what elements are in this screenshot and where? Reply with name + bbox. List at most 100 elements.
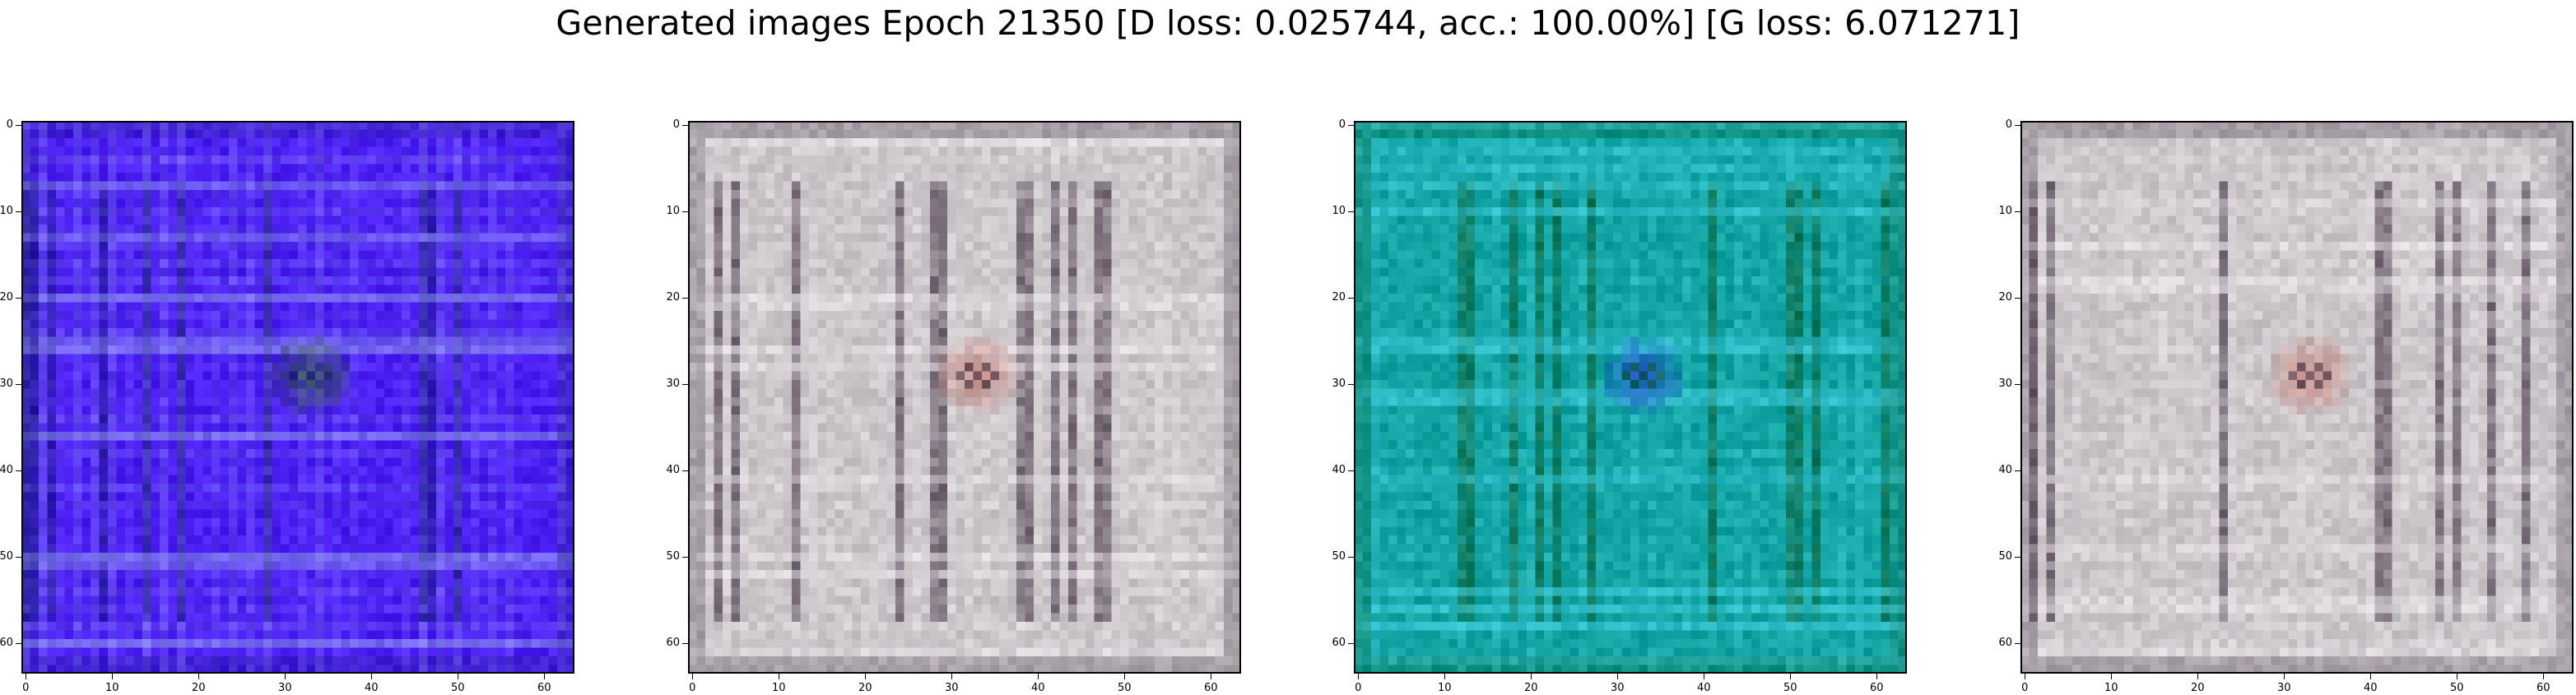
x-tick-mark: [2024, 674, 2025, 679]
x-tick-mark: [951, 674, 952, 679]
x-tick-label: 20: [1523, 682, 1538, 694]
y-tick-mark: [682, 211, 688, 212]
y-tick-mark: [1348, 470, 1354, 471]
y-tick-label: 40: [1332, 464, 1346, 477]
x-tick-mark: [2283, 674, 2285, 679]
x-tick-label: 10: [105, 682, 119, 694]
y-tick-label: 0: [6, 118, 13, 132]
x-tick-mark: [370, 674, 372, 679]
x-tick-label: 10: [771, 682, 786, 694]
y-tick-label: 0: [2005, 118, 2012, 132]
y-tick-label: 60: [1998, 637, 2012, 650]
x-tick-mark: [543, 674, 545, 679]
x-tick-label: 30: [277, 682, 292, 694]
x-tick-mark: [1444, 674, 1445, 679]
y-tick-label: 20: [666, 291, 680, 304]
y-tick-label: 30: [1332, 378, 1346, 391]
x-tick-mark: [1876, 674, 1877, 679]
y-tick-mark: [682, 297, 688, 299]
x-tick-label: 60: [537, 682, 551, 694]
y-tick-label: 10: [666, 205, 680, 218]
x-tick-mark: [25, 674, 26, 679]
y-tick-label: 60: [666, 637, 680, 650]
x-tick-mark: [691, 674, 693, 679]
x-tick-label: 50: [450, 682, 465, 694]
y-tick-mark: [16, 556, 21, 558]
y-tick-label: 20: [1998, 291, 2012, 304]
x-tick-label: 0: [22, 682, 30, 694]
x-tick-mark: [2456, 674, 2457, 679]
y-tick-label: 10: [1332, 205, 1346, 218]
y-tick-label: 40: [666, 464, 680, 477]
image-canvas: [2020, 121, 2574, 674]
generated-image-3: 0 10 20 30 40 50 60 0 10 20 30 40 50 60: [1332, 119, 1907, 694]
x-tick-label: 30: [2276, 682, 2291, 694]
y-tick-label: 0: [1338, 118, 1346, 132]
x-tick-label: 60: [1869, 682, 1884, 694]
y-tick-label: 50: [0, 550, 13, 563]
x-tick-mark: [778, 674, 779, 679]
x-tick-mark: [2369, 674, 2371, 679]
y-tick-mark: [2015, 211, 2020, 212]
x-tick-label: 0: [2021, 682, 2029, 694]
x-tick-mark: [1123, 674, 1125, 679]
x-tick-label: 20: [191, 682, 206, 694]
x-tick-label: 0: [689, 682, 696, 694]
generated-image-4: 0 10 20 30 40 50 60 0 10 20 30 40 50 60: [1998, 119, 2574, 694]
y-tick-label: 10: [1998, 205, 2012, 218]
x-tick-label: 30: [944, 682, 959, 694]
y-tick-label: 30: [666, 378, 680, 391]
y-tick-label: 50: [666, 550, 680, 563]
y-tick-mark: [682, 556, 688, 558]
x-tick-label: 50: [2449, 682, 2464, 694]
x-tick-mark: [198, 674, 199, 679]
generated-image-2: 0 10 20 30 40 50 60 0 10 20 30 40 50 60: [666, 119, 1241, 694]
y-tick-label: 0: [672, 118, 680, 132]
x-tick-mark: [1530, 674, 1532, 679]
y-tick-mark: [1348, 383, 1354, 385]
y-tick-mark: [2015, 124, 2020, 126]
y-tick-label: 50: [1998, 550, 2012, 563]
y-tick-mark: [1348, 124, 1354, 126]
x-tick-mark: [284, 674, 286, 679]
y-tick-mark: [1348, 297, 1354, 299]
x-tick-label: 0: [1355, 682, 1362, 694]
y-tick-label: 20: [1332, 291, 1346, 304]
y-tick-mark: [1348, 556, 1354, 558]
y-tick-mark: [682, 470, 688, 471]
y-tick-mark: [2015, 642, 2020, 644]
y-tick-label: 20: [0, 291, 13, 304]
x-tick-label: 40: [1030, 682, 1045, 694]
y-tick-mark: [16, 470, 21, 471]
x-tick-label: 20: [2190, 682, 2205, 694]
x-tick-mark: [864, 674, 866, 679]
y-tick-mark: [16, 297, 21, 299]
y-tick-mark: [1348, 211, 1354, 212]
x-tick-label: 60: [1203, 682, 1218, 694]
x-tick-label: 50: [1783, 682, 1797, 694]
generated-image-1: 0 10 20 30 40 50 60 0 10 20 30 40 50 60: [0, 119, 574, 694]
figure-title: Generated images Epoch 21350 [D loss: 0.…: [556, 3, 2020, 43]
x-tick-label: 10: [2104, 682, 2118, 694]
x-tick-mark: [457, 674, 458, 679]
x-tick-mark: [1703, 674, 1704, 679]
image-canvas: [1354, 121, 1907, 674]
y-tick-mark: [2015, 297, 2020, 299]
x-tick-label: 60: [2536, 682, 2550, 694]
y-tick-mark: [2015, 556, 2020, 558]
x-tick-label: 40: [1696, 682, 1711, 694]
y-tick-label: 10: [0, 205, 13, 218]
x-tick-mark: [1357, 674, 1359, 679]
y-tick-label: 30: [0, 378, 13, 391]
y-tick-label: 30: [1998, 378, 2012, 391]
x-tick-mark: [1789, 674, 1791, 679]
x-tick-mark: [2542, 674, 2544, 679]
y-tick-mark: [16, 383, 21, 385]
x-tick-label: 30: [1610, 682, 1625, 694]
x-tick-label: 50: [1117, 682, 1132, 694]
y-tick-mark: [2015, 383, 2020, 385]
y-tick-label: 60: [0, 637, 13, 650]
y-tick-mark: [16, 124, 21, 126]
image-canvas: [21, 121, 574, 674]
x-tick-mark: [1616, 674, 1618, 679]
